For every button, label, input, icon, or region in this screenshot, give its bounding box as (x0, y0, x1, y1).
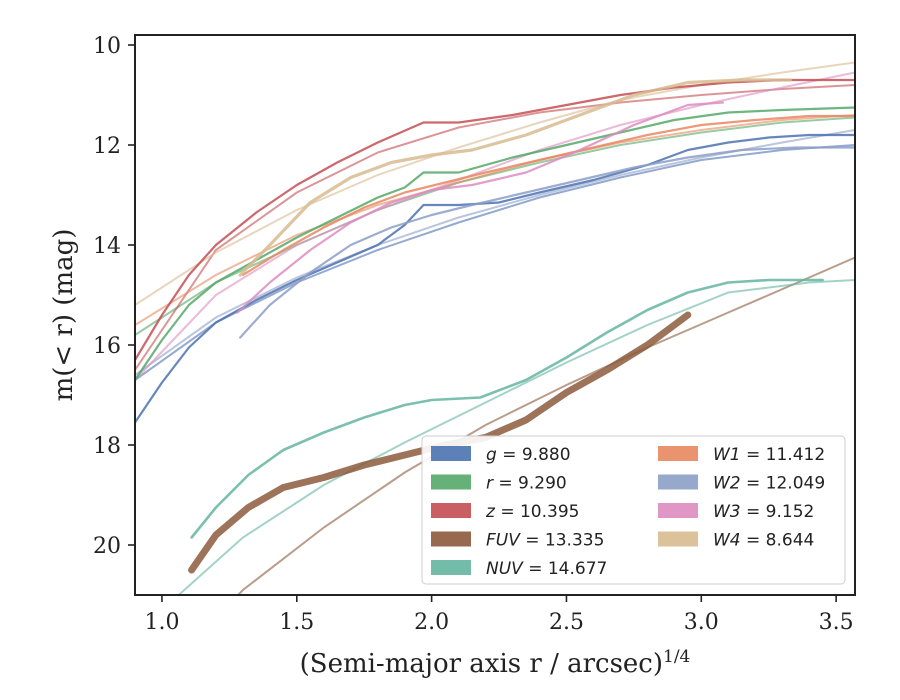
legend-swatch (658, 531, 698, 547)
y-tick-label: 18 (93, 434, 121, 459)
plot-frame (134, 34, 856, 596)
legend-swatch (431, 560, 471, 575)
legend-entry-nuv: NUV = 14.677 (431, 559, 607, 579)
legend-swatch (658, 503, 698, 518)
legend-entry-w2: W2 = 12.049 (658, 474, 825, 494)
x-tick-label: 2.0 (414, 610, 449, 635)
legend-entry-w1: W1 = 11.412 (658, 445, 825, 465)
legend-entry-r: r = 9.290 (431, 474, 567, 494)
series-g-line (135, 133, 855, 424)
legend-swatch (431, 503, 471, 518)
x-tick-label: 3.0 (684, 610, 719, 635)
y-tick-label: 10 (93, 34, 121, 59)
legend-swatch (431, 446, 471, 461)
series-w1-fit-line (135, 114, 855, 326)
x-tick-label: 3.5 (819, 610, 854, 635)
legend-entry-w3: W3 = 9.152 (658, 502, 814, 522)
series-w3-fit-line (135, 71, 855, 381)
series-w1-line (241, 114, 855, 277)
series-w4-line (238, 78, 792, 277)
legend-label: g = 9.880 (486, 445, 571, 465)
x-tick-label: 1.0 (144, 610, 179, 635)
legend: g = 9.880 r = 9.290 z = 10.395 FUV = 13.335… (421, 435, 846, 585)
ticks-layer: 1.0 1.5 2.0 2.5 3.0 3.5 10 12 14 16 18 20 (93, 34, 854, 635)
series-z-line (135, 78, 855, 362)
series-z-fit-line (135, 84, 855, 371)
y-tick-label: 20 (93, 534, 121, 559)
legend-swatch (658, 446, 698, 461)
legend-swatch (658, 474, 698, 490)
y-tick-label: 12 (93, 134, 121, 159)
legend-entry-z: z = 10.395 (431, 502, 579, 522)
legend-frame (421, 435, 846, 585)
legend-entry-w4: W4 = 8.644 (658, 531, 814, 551)
x-tick-label: 2.5 (549, 610, 584, 635)
series-r-fit-line (135, 116, 855, 336)
legend-swatch (431, 474, 471, 490)
y-tick-label: 16 (93, 334, 121, 359)
x-axis-label-superscript: 1/4 (663, 647, 690, 667)
x-tick-label: 1.5 (279, 610, 314, 635)
legend-entry-g: g = 9.880 (431, 445, 571, 465)
legend-label: r = 9.290 (486, 474, 567, 494)
x-axis-label-text: (Semi-major axis r / arcsec) (300, 649, 663, 679)
series-g-fit-line (135, 144, 855, 381)
legend-swatch (431, 531, 471, 547)
y-tick-label: 14 (93, 234, 121, 259)
legend-label: W4 = 8.644 (713, 531, 814, 551)
legend-label: NUV = 14.677 (486, 559, 607, 579)
legend-label: FUV = 13.335 (486, 531, 604, 551)
legend-label: W2 = 12.049 (713, 474, 825, 494)
legend-entry-fuv: FUV = 13.335 (431, 531, 604, 551)
series-nuv-fit-line (177, 279, 855, 595)
legend-label: W1 = 11.412 (713, 445, 825, 465)
legend-label: W3 = 9.152 (713, 502, 814, 522)
series-nuv-line (190, 278, 824, 539)
legend-label: z = 10.395 (485, 502, 579, 522)
y-axis-label: m(< r) (mag) (49, 229, 79, 402)
series-w2-line (239, 146, 855, 339)
x-axis-label: (Semi-major axis r / arcsec)1/4 (300, 647, 691, 679)
series-fuv-fit-line (236, 256, 855, 595)
series-w3-line (236, 101, 724, 314)
series-r-line (135, 106, 855, 382)
